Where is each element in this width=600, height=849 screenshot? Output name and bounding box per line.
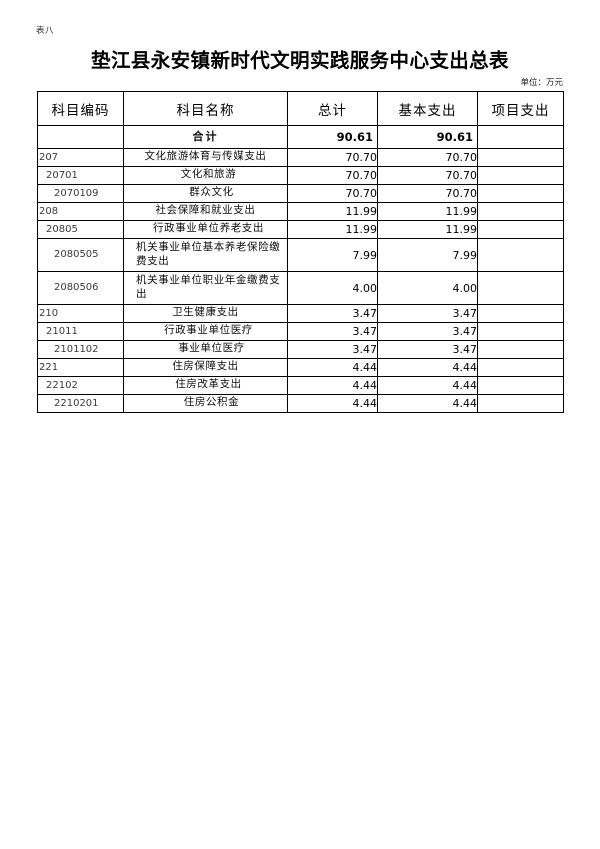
row-total: 3.47 <box>287 304 378 323</box>
row-proj <box>477 166 564 185</box>
table-row: 20805 行政事业单位养老支出 11.99 11.99 <box>37 220 564 239</box>
page-title: 垫江县永安镇新时代文明实践服务中心支出总表 <box>91 51 509 72</box>
row-name: 文化和旅游 <box>123 166 288 185</box>
row-basic: 7.99 <box>377 238 478 272</box>
table-row: 22102 住房改革支出 4.44 4.44 <box>37 376 564 395</box>
row-code: 21011 <box>37 322 124 341</box>
table-total-row: 合计 90.61 90.61 <box>37 125 564 149</box>
table-row: 2070109 群众文化 70.70 70.70 <box>37 184 564 203</box>
row-basic: 4.00 <box>377 271 478 305</box>
row-proj <box>477 238 564 272</box>
table-row: 208 社会保障和就业支出 11.99 11.99 <box>37 202 564 221</box>
column-header-proj: 项目支出 <box>477 91 564 126</box>
table-row: 2080505 机关事业单位基本养老保险缴费支出 7.99 7.99 <box>37 238 564 272</box>
row-name: 卫生健康支出 <box>123 304 288 323</box>
row-name: 行政事业单位医疗 <box>123 322 288 341</box>
table-row: 2210201 住房公积金 4.44 4.44 <box>37 394 564 413</box>
row-name: 群众文化 <box>123 184 288 203</box>
total-row-label: 合计 <box>123 125 288 149</box>
row-total: 70.70 <box>287 184 378 203</box>
table-row: 21011 行政事业单位医疗 3.47 3.47 <box>37 322 564 341</box>
row-proj <box>477 376 564 395</box>
total-row-basic: 90.61 <box>377 125 478 149</box>
column-header-basic: 基本支出 <box>377 91 478 126</box>
row-proj <box>477 358 564 377</box>
row-proj <box>477 202 564 221</box>
row-basic: 70.70 <box>377 184 478 203</box>
row-code: 2070109 <box>37 184 124 203</box>
row-basic: 4.44 <box>377 376 478 395</box>
row-basic: 4.44 <box>377 358 478 377</box>
row-proj <box>477 322 564 341</box>
row-name: 住房改革支出 <box>123 376 288 395</box>
row-code: 208 <box>37 202 124 221</box>
table-row: 2101102 事业单位医疗 3.47 3.47 <box>37 340 564 359</box>
table-row: 20701 文化和旅游 70.70 70.70 <box>37 166 564 185</box>
unit-note: 单位：万元 <box>520 77 563 87</box>
row-total: 3.47 <box>287 322 378 341</box>
row-proj <box>477 271 564 305</box>
expenditure-table: 科目编码 科目名称 总计 基本支出 项目支出 合计 90.61 90.61 20… <box>37 91 564 413</box>
row-basic: 3.47 <box>377 304 478 323</box>
row-proj <box>477 394 564 413</box>
row-proj <box>477 148 564 167</box>
total-row-code <box>37 125 124 149</box>
row-total: 70.70 <box>287 166 378 185</box>
column-header-code: 科目编码 <box>37 91 124 126</box>
table-body: 科目编码 科目名称 总计 基本支出 项目支出 合计 90.61 90.61 20… <box>37 91 564 413</box>
expenditure-table-container: 科目编码 科目名称 总计 基本支出 项目支出 合计 90.61 90.61 20… <box>37 91 564 413</box>
row-total: 70.70 <box>287 148 378 167</box>
row-code: 2080505 <box>37 238 124 272</box>
row-name: 事业单位医疗 <box>123 340 288 359</box>
row-name: 住房保障支出 <box>123 358 288 377</box>
row-code: 210 <box>37 304 124 323</box>
row-name: 机关事业单位职业年金缴费支出 <box>123 271 288 305</box>
row-basic: 11.99 <box>377 202 478 221</box>
row-code: 2080506 <box>37 271 124 305</box>
row-total: 11.99 <box>287 220 378 239</box>
row-code: 2101102 <box>37 340 124 359</box>
row-proj <box>477 220 564 239</box>
row-code: 22102 <box>37 376 124 395</box>
row-code: 2210201 <box>37 394 124 413</box>
row-total: 4.00 <box>287 271 378 305</box>
row-total: 4.44 <box>287 376 378 395</box>
row-basic: 11.99 <box>377 220 478 239</box>
row-code: 221 <box>37 358 124 377</box>
row-total: 11.99 <box>287 202 378 221</box>
table-row: 210 卫生健康支出 3.47 3.47 <box>37 304 564 323</box>
column-header-name: 科目名称 <box>123 91 288 126</box>
total-row-proj <box>477 125 564 149</box>
row-code: 207 <box>37 148 124 167</box>
table-row: 2080506 机关事业单位职业年金缴费支出 4.00 4.00 <box>37 271 564 305</box>
row-basic: 3.47 <box>377 322 478 341</box>
row-basic: 70.70 <box>377 166 478 185</box>
row-name: 行政事业单位养老支出 <box>123 220 288 239</box>
row-proj <box>477 340 564 359</box>
row-name: 住房公积金 <box>123 394 288 413</box>
row-total: 4.44 <box>287 394 378 413</box>
row-name: 文化旅游体育与传媒支出 <box>123 148 288 167</box>
row-total: 7.99 <box>287 238 378 272</box>
table-row: 207 文化旅游体育与传媒支出 70.70 70.70 <box>37 148 564 167</box>
total-row-total: 90.61 <box>287 125 378 149</box>
row-basic: 70.70 <box>377 148 478 167</box>
table-header-row: 科目编码 科目名称 总计 基本支出 项目支出 <box>37 91 564 126</box>
row-basic: 3.47 <box>377 340 478 359</box>
row-name: 机关事业单位基本养老保险缴费支出 <box>123 238 288 272</box>
row-proj <box>477 304 564 323</box>
row-total: 3.47 <box>287 340 378 359</box>
sheet-label: 表八 <box>36 25 55 35</box>
row-code: 20805 <box>37 220 124 239</box>
row-proj <box>477 184 564 203</box>
row-total: 4.44 <box>287 358 378 377</box>
column-header-total: 总计 <box>287 91 378 126</box>
table-row: 221 住房保障支出 4.44 4.44 <box>37 358 564 377</box>
row-name: 社会保障和就业支出 <box>123 202 288 221</box>
row-code: 20701 <box>37 166 124 185</box>
row-basic: 4.44 <box>377 394 478 413</box>
